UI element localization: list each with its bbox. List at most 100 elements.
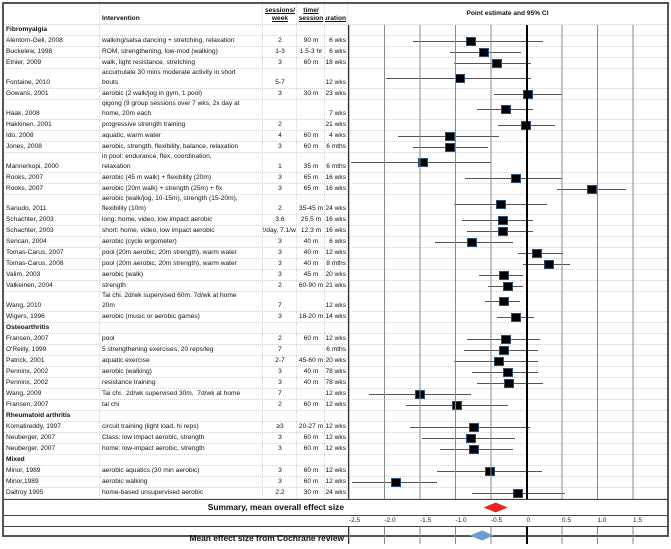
time-per-session: 30 m <box>297 488 325 498</box>
group-name: Mixed <box>4 455 100 465</box>
intervention: pool (20m aerobic, 20m strength), warm w… <box>100 248 263 258</box>
intervention: aerobic (cycle ergometer) <box>100 237 263 247</box>
intervention: strength <box>100 281 263 291</box>
duration: 16 wks <box>325 173 348 183</box>
group-name: Osteoarthritis <box>4 323 100 333</box>
study-row: Wang, 2010 Tai chi. 2d/wk supervised 60m.… <box>4 292 667 312</box>
empty-cell <box>325 455 348 465</box>
sessions-per-week: 3 <box>263 89 297 99</box>
plot-cell <box>348 356 667 366</box>
point-estimate-marker <box>531 248 542 258</box>
duration: 16 wks <box>325 226 348 236</box>
study-row: Daltroy 1995 home-based unsupervised aero… <box>4 488 667 499</box>
study-row: Minor,1989 aerobic walking 3 60 m 12 wks <box>4 477 667 488</box>
time-per-session: 1.5-3 hr <box>297 47 325 57</box>
plot-cell <box>348 131 667 141</box>
study-name: Valim, 2003 <box>4 270 100 280</box>
study-row: Alentorn-Geli, 2008 walking/salsa dancing… <box>4 36 667 47</box>
plot-cell <box>348 455 667 465</box>
header-time-line2: session <box>298 15 324 22</box>
x-tick-label: -1.5 <box>420 517 432 524</box>
intervention: accumulate 30 mins moderate activity in … <box>100 69 263 88</box>
study-name: Neuberger, 2007 <box>4 433 100 443</box>
study-name: Minor,1989 <box>4 477 100 487</box>
intervention: home-based unsupervised aerobic <box>100 488 263 498</box>
study-name: Fontaine, 2010 <box>4 69 100 88</box>
sessions-per-week: 4 <box>263 131 297 141</box>
plot-cell <box>348 184 667 194</box>
point-estimate-marker <box>521 120 532 130</box>
summary-label: Summary, mean overall effect size <box>207 502 344 512</box>
duration: 24 wks <box>325 488 348 498</box>
header-intervention-label: Intervention <box>102 15 140 22</box>
study-row: Sencan, 2004 aerobic (cycle ergometer) 3 40… <box>4 237 667 248</box>
point-estimate-marker <box>445 142 456 152</box>
duration: 7 wks <box>325 100 348 119</box>
point-estimate-marker <box>479 47 490 57</box>
study-row: Tomas-Carus, 2007 pool (20m aerobic, 20m … <box>4 248 667 259</box>
study-name: Tomas-Carus, 2008 <box>4 259 100 269</box>
plot-cell <box>348 411 667 421</box>
study-row: Fransen, 2007 pool 2 60 m 12 wks <box>4 334 667 345</box>
plot-cell <box>348 312 667 322</box>
plot-cell <box>348 215 667 225</box>
group-name: Fibromyalgia <box>4 25 100 35</box>
plot-cell <box>348 142 667 152</box>
plot-cell <box>348 259 667 269</box>
plot-cell <box>348 433 667 443</box>
time-per-session <box>297 120 325 130</box>
study-name: Schachter, 2003 <box>4 215 100 225</box>
intervention: aerobic (walk) <box>100 270 263 280</box>
time-per-session <box>297 69 325 88</box>
study-row: Gowans, 2001 aerobic (2 walk/jog in gym, … <box>4 89 667 100</box>
duration: 12 wks <box>325 466 348 476</box>
study-name: Schachter, 2003 <box>4 226 100 236</box>
point-estimate-marker <box>497 215 508 225</box>
duration: 20 wks <box>325 356 348 366</box>
study-row: Wang, 2009 Tai chi. 2d/wk supervised 30m.… <box>4 389 667 400</box>
intervention: resistance training <box>100 378 263 388</box>
duration: 16 wks <box>325 215 348 225</box>
plot-cell <box>348 237 667 247</box>
point-estimate-marker <box>587 184 598 194</box>
intervention: pool <box>100 334 263 344</box>
duration: 12 wks <box>325 433 348 443</box>
plot-cell <box>348 120 667 130</box>
time-per-session: 40 m <box>297 259 325 269</box>
intervention: aerobic (walking) <box>100 367 263 377</box>
duration: 12 wks <box>325 422 348 432</box>
time-per-session: 20-27 m <box>297 422 325 432</box>
sessions-per-week: 2/day, 7.1/wk <box>263 226 297 236</box>
intervention: aquatic exercise <box>100 356 263 366</box>
empty-cell <box>100 455 263 465</box>
study-name: Rooks, 2007 <box>4 184 100 194</box>
point-estimate-marker <box>468 422 479 432</box>
sessions-per-week: 2 <box>263 120 297 130</box>
header-plot: Point estimate and 95% CI <box>348 4 667 24</box>
sessions-per-week: 3 <box>263 142 297 152</box>
point-estimate-marker <box>455 74 466 83</box>
empty-cell <box>297 323 325 333</box>
plot-cell <box>348 173 667 183</box>
sessions-per-week: 3 <box>263 237 297 247</box>
study-name: Penninx, 2002 <box>4 378 100 388</box>
study-name: Sanudo, 2011 <box>4 195 100 214</box>
intervention: ROM, strengthening, low-mod (walking) <box>100 47 263 57</box>
study-name: Penninx, 2002 <box>4 367 100 377</box>
point-estimate-marker <box>415 389 426 399</box>
time-per-session: 60 m <box>297 400 325 410</box>
intervention: tai chi <box>100 400 263 410</box>
duration: 18 wks <box>325 58 348 68</box>
intervention: Tai chi. 2d/wk supervised 30m. 7d/wk at … <box>100 389 263 399</box>
intervention: circuit training (light load, hi reps) <box>100 422 263 432</box>
duration: 21 wks <box>325 281 348 291</box>
time-per-session: 35 m <box>297 153 325 172</box>
time-per-session: 40 m <box>297 237 325 247</box>
time-per-session: 65 m <box>297 184 325 194</box>
study-row: Sanudo, 2011 aerobic (walk/jog, 10-15m), … <box>4 195 667 215</box>
point-estimate-marker <box>465 36 476 46</box>
x-tick-label: 1.5 <box>633 517 642 524</box>
sessions-per-week: 3.6 <box>263 215 297 225</box>
sessions-per-week: 7 <box>263 389 297 399</box>
